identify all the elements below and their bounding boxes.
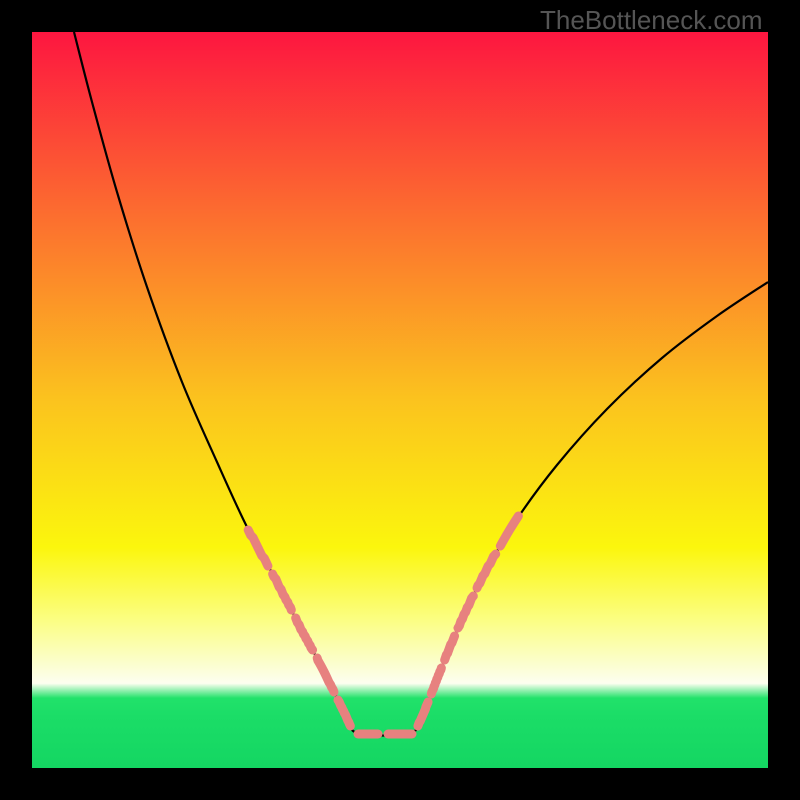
bottleneck-chart: [0, 0, 800, 800]
chart-stage: TheBottleneck.com: [0, 0, 800, 800]
attribution-label: TheBottleneck.com: [540, 5, 763, 36]
